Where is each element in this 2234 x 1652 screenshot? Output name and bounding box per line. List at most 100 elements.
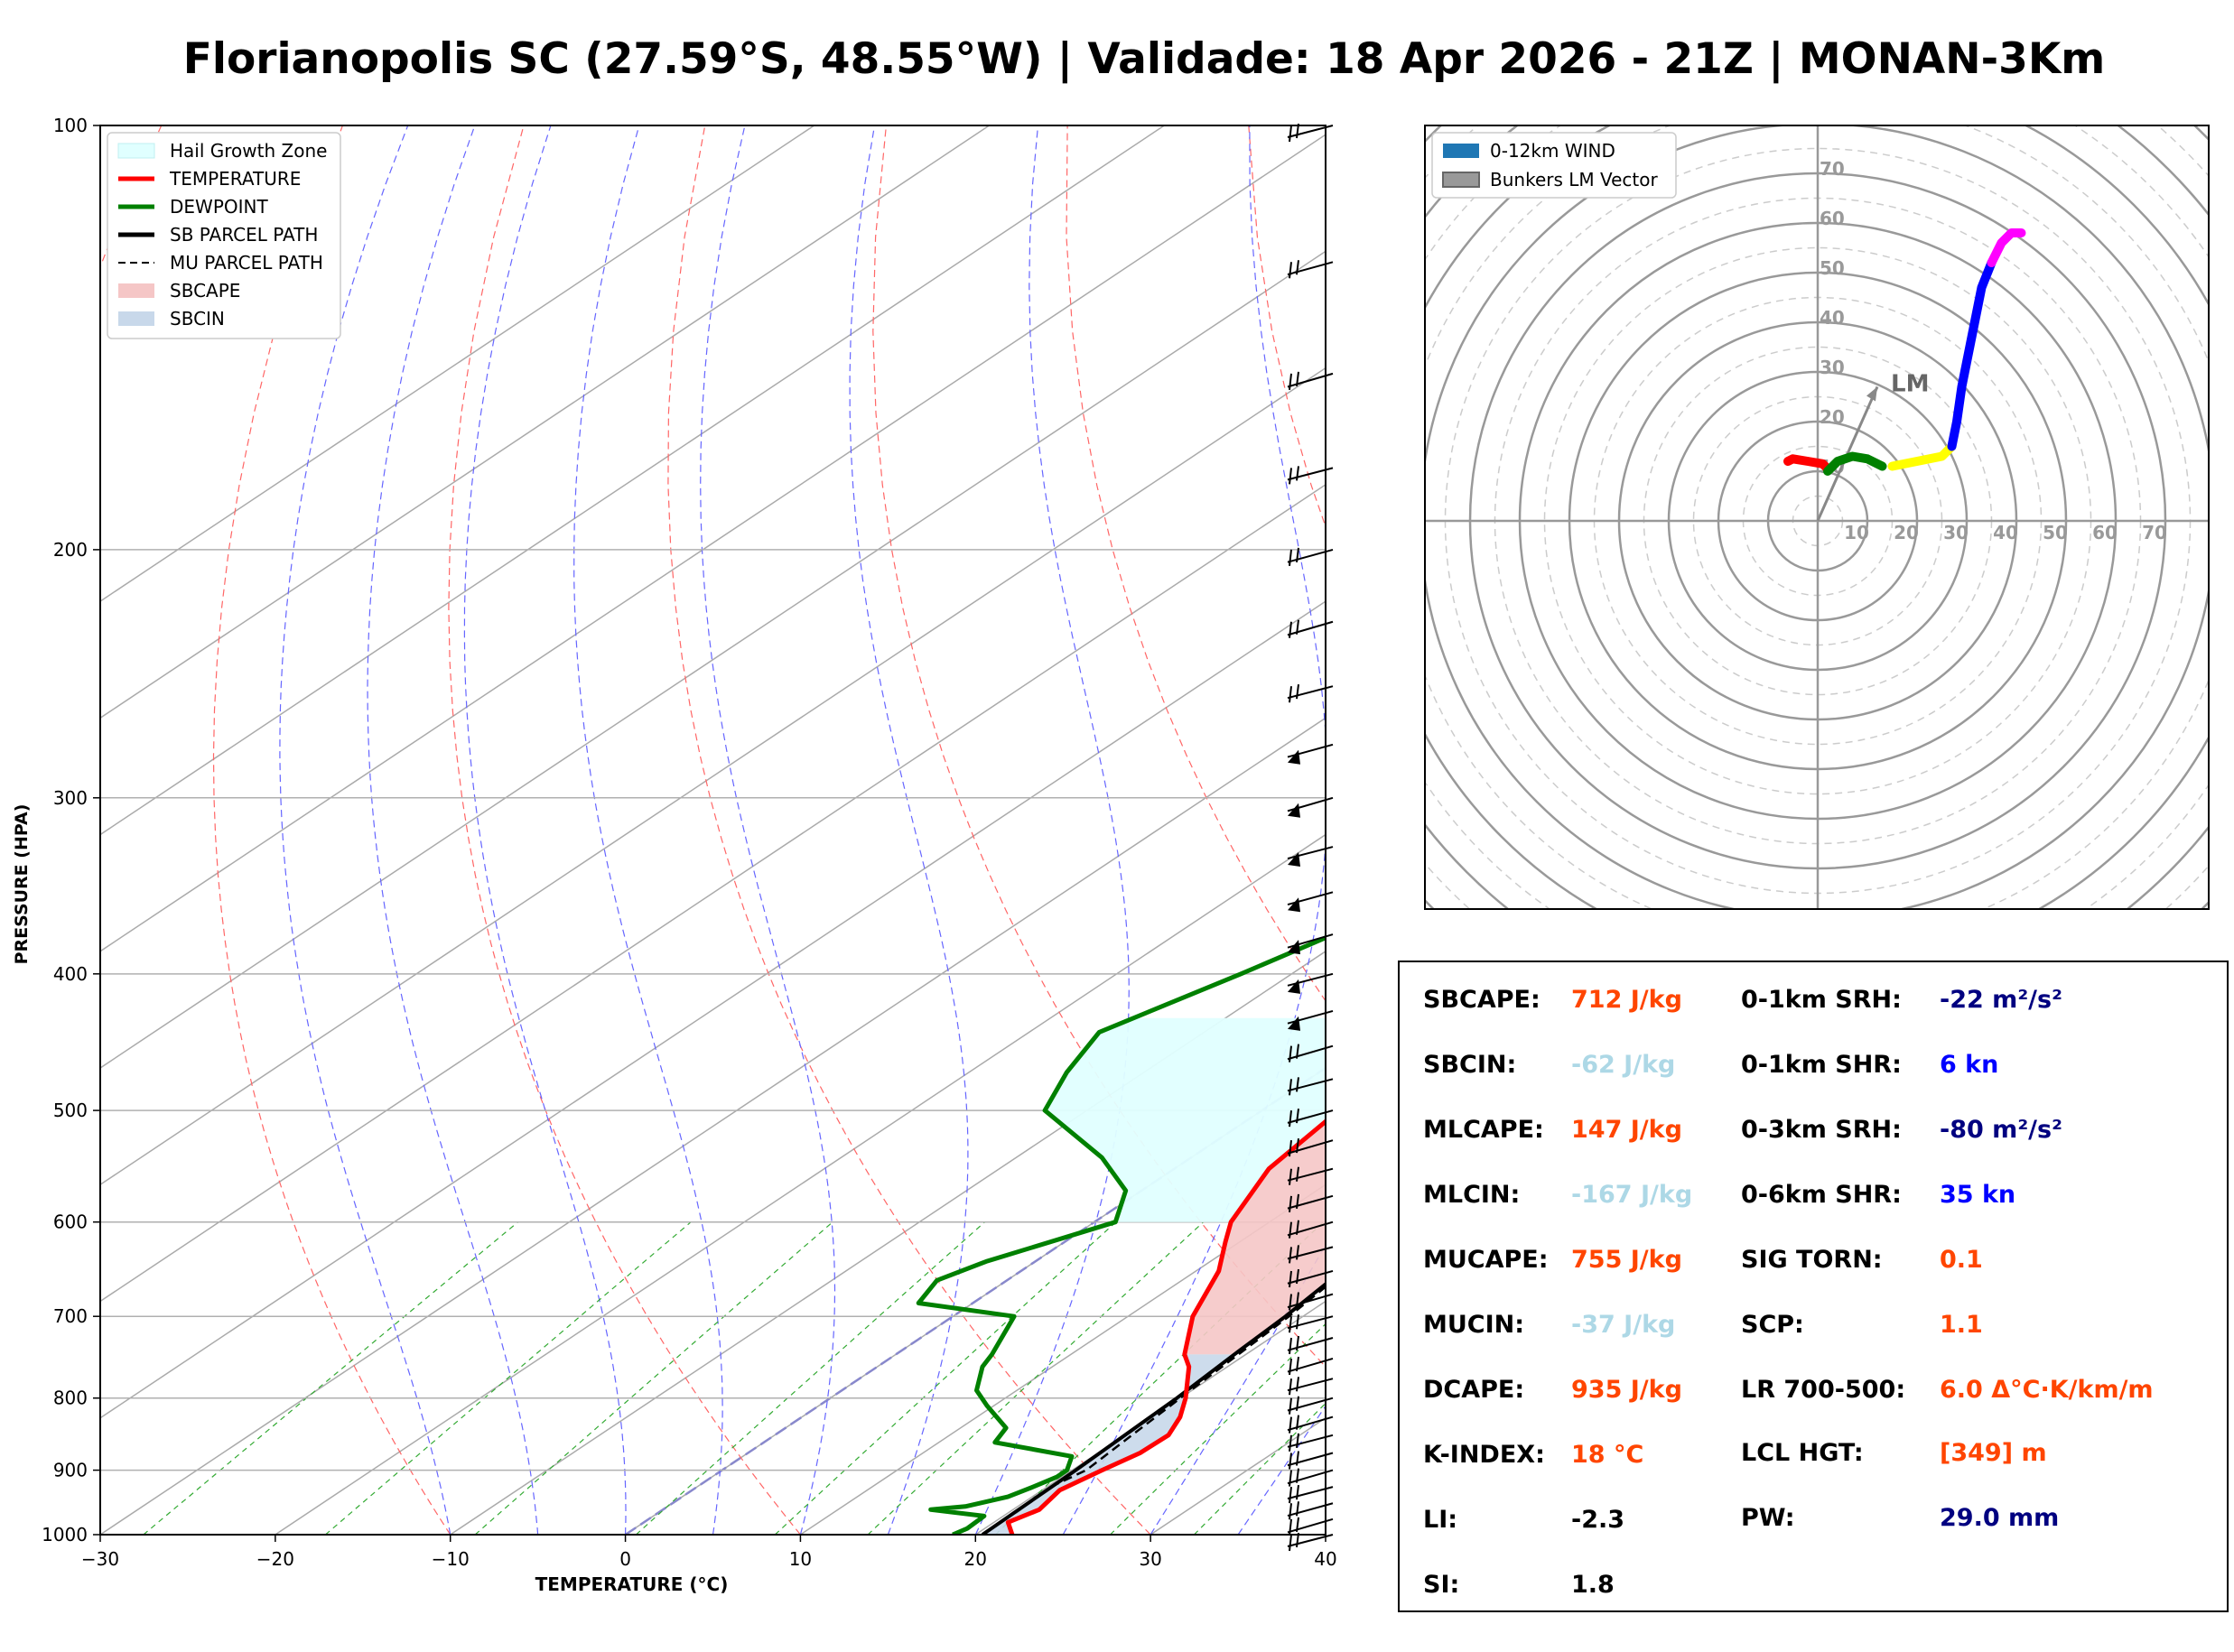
wind-barb-feather [1289,621,1292,638]
wind-barb [1287,1532,1334,1552]
legend-label: DEWPOINT [170,196,268,218]
stat-value: -2.3 [1571,1506,1625,1534]
wind-barb-shaft [1287,1358,1334,1373]
isotherm-line [100,600,1326,1419]
hodo-segment [1987,228,2026,267]
stat-label: SIG TORN: [1741,1246,1883,1274]
isotherm-line [100,125,990,719]
wind-barb-feather [1296,684,1299,700]
mixing-ratio-line [636,1221,985,1535]
wind-barb-feather [1289,262,1292,279]
stat-value: -167 J/kg [1571,1181,1693,1209]
mixing-ratio-line [474,1221,833,1535]
wind-barb [1287,1396,1334,1415]
wind-barb-feather [1296,1108,1299,1124]
x-tick-label: 40 [1314,1548,1336,1570]
wind-barb-shaft [1287,685,1334,700]
temperature-line [1005,1118,1326,1535]
wind-barb [1287,846,1334,868]
wind-barb-shaft [1287,1246,1334,1260]
wind-barb-flag [1288,979,1300,994]
stat-label: DCAPE: [1423,1376,1525,1404]
wind-barb-feather [1296,466,1299,481]
wind-barb-feather [1296,619,1299,635]
wind-barb [1287,123,1334,143]
hodo-ring-label-v: 40 [1820,307,1845,329]
moist-adiabat [974,125,1130,1535]
isotherm-line [100,717,1326,1535]
legend-label: TEMPERATURE [169,168,301,190]
wind-barb-feather [1289,1434,1292,1452]
wind-barb [1287,619,1334,638]
legend-box [107,132,341,339]
wind-barb-shaft [1287,1397,1334,1412]
isotherm-line [275,833,1326,1535]
wind-barb [1287,547,1334,567]
wind-barb-flag [1288,803,1300,818]
wind-barb-shaft [1287,1167,1334,1182]
stat-value: 712 J/kg [1571,986,1682,1014]
stat-label: LI: [1423,1506,1458,1534]
hodo-legend-label: Bunkers LM Vector [1490,169,1659,190]
wind-barb [1287,1433,1334,1452]
wind-barb-feather [1296,1501,1299,1517]
stat-value: 147 J/kg [1571,1116,1682,1144]
legend-swatch [118,283,154,298]
wind-barb-feather [1289,1337,1292,1355]
y-tick-label: 200 [53,539,88,561]
wind-barb-feather [1296,1396,1299,1411]
legend-swatch [118,311,154,326]
plot-area [100,125,1326,1535]
wind-barb [1287,1220,1334,1239]
hail-growth-zone [1045,1017,1326,1222]
stat-label: PW: [1741,1504,1795,1532]
wind-barb-shaft [1287,261,1334,276]
x-tick-label: 10 [789,1548,812,1570]
wind-barb-feather [1289,1079,1292,1096]
dewpoint-line [916,935,1326,1535]
wind-barb-feather [1296,1532,1299,1548]
wind-barb-feather [1296,260,1299,275]
stat-label: MUCIN: [1423,1311,1525,1339]
x-tick-label: −30 [81,1548,119,1570]
wind-barb-feather [1289,1294,1292,1311]
wind-barb-feather [1289,1378,1292,1396]
mixing-ratio-line [1110,1323,1326,1535]
skew-t-chart: −30 −20 −10 0 10 20 30 40 1000 900 800 700 600 500 400… [12,115,1337,1595]
isotherm-line [100,125,815,602]
y-tick-label: 800 [53,1387,88,1409]
wind-barb-feather [1289,373,1292,390]
hodo-segment [1783,454,1832,474]
wind-barb-feather [1289,1270,1292,1288]
wind-barb-feather [1289,1452,1292,1470]
wind-barb [1287,684,1334,703]
y-tick-label: 700 [53,1305,88,1327]
wind-barb [1287,743,1334,765]
legend-label: Hail Growth Zone [170,140,327,162]
mixing-ratio-line [1193,1402,1326,1535]
y-tick-label: 500 [53,1100,88,1121]
stat-label: 0-1km SRH: [1741,986,1902,1014]
dry-adiabat [667,125,1151,1535]
stat-value: -80 m²/s² [1940,1116,2062,1144]
wind-barb-shaft [1287,1486,1334,1500]
wind-barb [1287,1166,1334,1185]
wind-barb [1287,1245,1334,1264]
stat-value: 0.1 [1940,1246,1983,1274]
bunkers-lm-label: LM [1891,371,1929,398]
hodo-legend-box [1431,132,1677,199]
wind-barb-flag [1288,940,1300,955]
wind-barb-feather [1296,123,1299,139]
wind-barb-shaft [1287,1469,1334,1485]
isotherm-line [100,250,1326,1069]
dry-adiabat [1066,125,1326,1002]
wind-barb-flag [1288,852,1300,868]
wind-barb-shaft [1287,1269,1334,1285]
x-tick-label: −10 [432,1548,470,1570]
wind-barb-shaft [1287,1452,1334,1467]
hodo-ring-label-v: 20 [1820,406,1845,428]
wind-barb [1287,1044,1334,1063]
wind-barb [1287,1501,1334,1520]
wind-barb-shaft [1287,1220,1334,1237]
